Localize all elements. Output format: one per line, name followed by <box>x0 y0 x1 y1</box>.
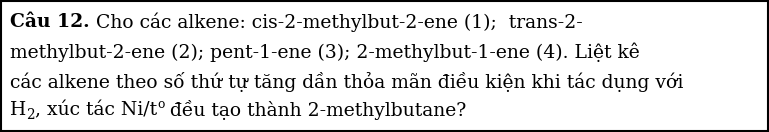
Text: H: H <box>10 101 26 119</box>
Text: Cho các alkene: cis-2-methylbut-2-ene (1);  trans-2-: Cho các alkene: cis-2-methylbut-2-ene (1… <box>90 12 582 32</box>
Text: Câu 12.: Câu 12. <box>10 13 90 31</box>
Text: các alkene theo số thứ tự tăng dần thỏa mãn điều kiện khi tác dụng với: các alkene theo số thứ tự tăng dần thỏa … <box>10 72 684 92</box>
Text: đều tạo thành 2-methylbutane?: đều tạo thành 2-methylbutane? <box>165 100 467 120</box>
Text: 2: 2 <box>26 108 35 122</box>
Text: methylbut-2-ene (2); pent-1-ene (3); 2-methylbut-1-ene (4). Liệt kê: methylbut-2-ene (2); pent-1-ene (3); 2-m… <box>10 42 640 62</box>
Text: , xúc tác Ni/t: , xúc tác Ni/t <box>35 101 157 119</box>
Text: o: o <box>157 98 165 110</box>
